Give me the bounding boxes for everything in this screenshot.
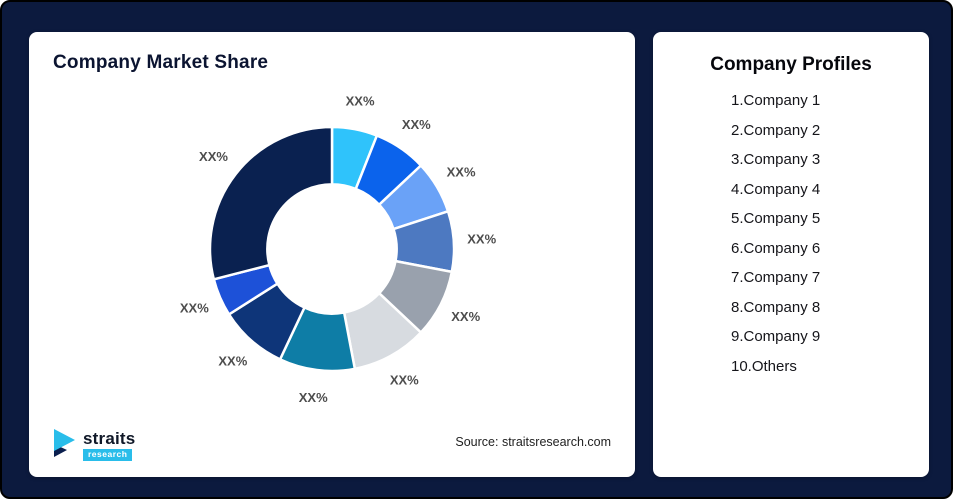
list-item: 1.Company 1 (731, 92, 821, 109)
slice-label: XX% (451, 309, 480, 324)
slice-label: XX% (199, 149, 228, 164)
slice-label: XX% (346, 94, 375, 109)
slice-label: XX% (402, 117, 431, 132)
chart-title: Company Market Share (53, 52, 269, 73)
logo-brand-text: straits (83, 429, 136, 449)
list-item: 3.Company 3 (731, 151, 821, 168)
list-item: 2.Company 2 (731, 121, 821, 139)
straits-logo-icon (53, 428, 77, 463)
logo-text: straits research (83, 430, 135, 461)
donut-slice-others (208, 125, 334, 281)
list-item: 6.Company 6 (731, 239, 821, 257)
list-item: 8.Company 8 (731, 298, 821, 316)
list-item: 9.Company 9 (731, 328, 821, 345)
list-item: 7.Company 7 (731, 269, 821, 286)
market-share-card: Company Market Share XX% XX% XX% XX% XX% XX% X… (29, 32, 635, 477)
slice-label: XX% (390, 372, 419, 387)
donut-chart-area: XX% XX% XX% XX% XX% XX% XX% XX% XX% XX% (53, 74, 611, 428)
profiles-title: Company Profiles (710, 54, 872, 75)
slice-label: XX% (180, 301, 209, 316)
list-item: 10.Others (731, 357, 797, 375)
slice-label: XX% (299, 390, 328, 405)
company-profiles-card: Company Profiles 1.Company 1 2.Company 2… (653, 32, 929, 477)
profiles-list: 1.Company 1 2.Company 2 3.Company 3 4.Co… (673, 92, 909, 375)
source-text: Source: straitsresearch.com (455, 435, 611, 449)
list-item: 5.Company 5 (731, 210, 821, 227)
slice-label: XX% (447, 165, 476, 180)
donut-chart: XX% XX% XX% XX% XX% XX% XX% XX% XX% XX% (180, 94, 497, 405)
slice-label: XX% (218, 354, 247, 369)
list-item: 4.Company 4 (731, 180, 821, 198)
logo-sub-text: research (83, 449, 133, 461)
straits-research-logo: straits research (53, 428, 135, 463)
chart-footer: straits research Source: straitsresearch… (53, 428, 611, 463)
slice-label: XX% (467, 232, 496, 247)
